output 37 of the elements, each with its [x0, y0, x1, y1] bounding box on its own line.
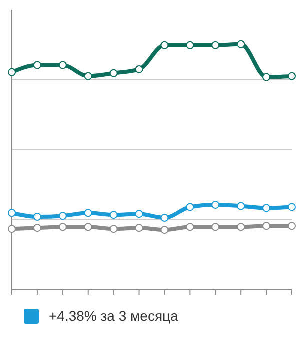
point [58, 61, 67, 70]
point [84, 72, 92, 80]
point [212, 201, 220, 210]
point [212, 41, 220, 50]
point [110, 225, 118, 234]
point [262, 204, 271, 212]
point [8, 68, 16, 76]
point [288, 203, 296, 212]
point [237, 202, 246, 210]
point [33, 61, 42, 70]
point [135, 65, 144, 74]
point [84, 209, 92, 218]
point [160, 214, 169, 222]
point [8, 209, 16, 218]
point [262, 73, 271, 82]
point [58, 212, 67, 220]
point [84, 223, 92, 232]
point [262, 222, 271, 230]
point [186, 203, 194, 212]
point [288, 72, 296, 80]
point [237, 40, 246, 48]
point [186, 41, 194, 50]
point [58, 223, 67, 232]
point [135, 224, 144, 232]
point [160, 41, 169, 50]
point [33, 213, 42, 222]
point [160, 226, 169, 234]
point [110, 211, 118, 220]
point [237, 223, 246, 232]
point [288, 222, 296, 230]
point [186, 223, 194, 232]
legend-label: +4.38% за 3 месяца [49, 308, 178, 324]
point [8, 225, 16, 234]
point [33, 224, 42, 232]
point [212, 223, 220, 232]
point [110, 69, 118, 78]
point [135, 210, 144, 218]
